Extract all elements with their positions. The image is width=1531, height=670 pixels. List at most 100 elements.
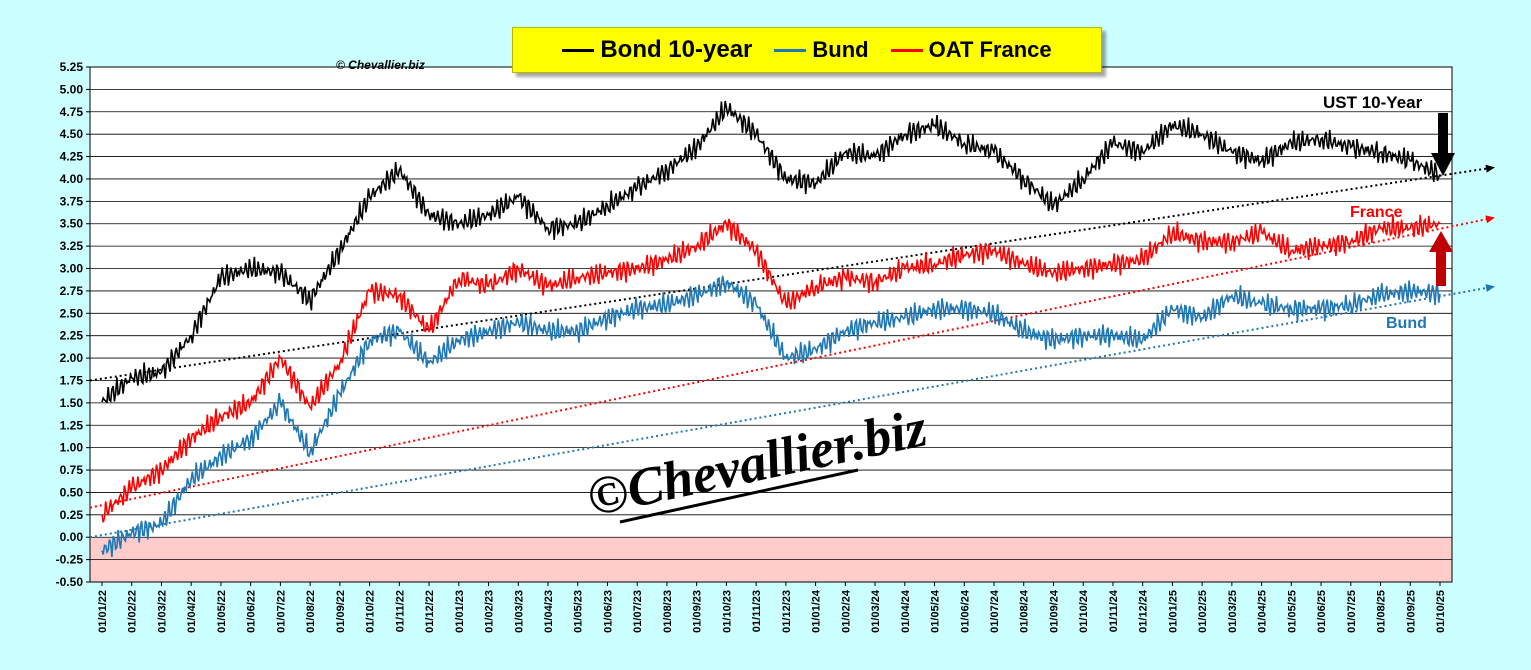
- trendline: [89, 286, 1488, 539]
- x-tick-label: 01/10/22: [365, 590, 377, 633]
- trendline-arrowhead: [1485, 284, 1495, 292]
- x-tick-label: 01/03/23: [513, 590, 525, 633]
- legend-item-oat: OAT France: [890, 37, 1052, 63]
- legend-swatch-oat: [890, 48, 923, 52]
- x-tick-label: 01/10/25: [1435, 590, 1447, 633]
- y-tick-label: 3.00: [60, 262, 84, 276]
- x-tick-label: 01/09/23: [692, 590, 704, 633]
- x-tick-label: 01/07/23: [632, 590, 644, 633]
- y-axis: 5.25 5.00 4.75 4.50 4.25 4.00 3.75 3.50 3.25 3.00…: [56, 60, 90, 589]
- y-tick-label: 5.00: [60, 82, 84, 96]
- arrow-down-icon: [1431, 113, 1455, 176]
- x-tick-label: 01/08/24: [1019, 589, 1031, 633]
- trendlines: [89, 164, 1495, 539]
- x-tick-label: 01/10/23: [721, 590, 733, 633]
- x-tick-label: 01/08/22: [305, 590, 317, 633]
- legend-swatch-bund: [774, 48, 807, 52]
- x-tick-label: 01/04/23: [543, 590, 555, 633]
- x-axis: 01/01/22 01/02/22 01/03/22 01/04/22 01/05/22…: [97, 582, 1447, 633]
- y-tick-label: 1.75: [60, 373, 84, 387]
- annotation-bund: Bund: [1386, 315, 1427, 332]
- x-tick-label: 01/06/25: [1316, 590, 1328, 633]
- y-tick-label: 4.50: [60, 127, 84, 141]
- y-tick-label: 1.00: [60, 441, 84, 455]
- x-tick-label: 01/10/24: [1078, 589, 1090, 633]
- legend-item-us: Bond 10-year: [562, 36, 752, 64]
- legend: Bond 10-year Bund OAT France: [512, 27, 1102, 73]
- y-tick-label: -0.50: [56, 575, 84, 589]
- x-tick-label: 01/01/24: [811, 589, 823, 633]
- trendline-arrowhead: [1485, 164, 1495, 173]
- x-tick-label: 01/11/22: [394, 590, 406, 632]
- x-tick-label: 01/09/22: [335, 590, 347, 633]
- x-tick-label: 01/03/22: [156, 590, 168, 633]
- x-tick-label: 01/02/22: [127, 590, 139, 633]
- series-lines: [101, 100, 1441, 557]
- x-tick-label: 01/01/23: [454, 590, 466, 633]
- arrow-up-icon: [1429, 231, 1453, 286]
- y-tick-label: 0.50: [60, 485, 84, 499]
- legend-label-oat: OAT France: [928, 37, 1052, 62]
- series-line: [101, 214, 1441, 523]
- y-tick-label: 0.00: [60, 530, 84, 544]
- x-tick-label: 01/05/25: [1286, 590, 1298, 633]
- y-tick-label: 3.75: [60, 194, 84, 208]
- x-tick-label: 01/02/24: [840, 589, 852, 633]
- trendline-arrowhead: [1485, 215, 1495, 224]
- y-tick-label: 0.25: [60, 508, 84, 522]
- x-tick-label: 01/02/23: [484, 590, 496, 633]
- grid-lines: [90, 66, 1452, 583]
- trendline: [89, 167, 1488, 382]
- y-tick-label: -0.25: [56, 553, 84, 567]
- x-tick-label: 01/07/24: [989, 589, 1001, 633]
- x-tick-label: 01/12/24: [1138, 589, 1150, 633]
- legend-label-us: Bond 10-year: [600, 36, 753, 63]
- y-tick-label: 2.25: [60, 329, 84, 343]
- x-tick-label: 01/05/24: [930, 589, 942, 633]
- x-tick-label: 01/04/22: [186, 590, 198, 633]
- annotation-ust: UST 10-Year: [1323, 93, 1423, 112]
- x-tick-label: 01/11/24: [1108, 589, 1120, 632]
- series-line: [101, 100, 1441, 404]
- x-tick-label: 01/06/24: [959, 589, 971, 633]
- x-tick-label: 01/04/25: [1257, 590, 1269, 633]
- plot-area: [90, 67, 1452, 582]
- x-tick-label: 01/09/24: [1048, 589, 1060, 633]
- y-tick-label: 2.00: [60, 351, 84, 365]
- y-tick-label: 0.75: [60, 463, 84, 477]
- x-tick-label: 01/05/22: [216, 590, 228, 633]
- x-tick-label: 01/07/25: [1346, 590, 1358, 633]
- annotation-france: France: [1350, 204, 1403, 221]
- series-line: [101, 275, 1441, 557]
- x-tick-label: 01/06/22: [246, 590, 258, 633]
- x-tick-label: 01/03/24: [870, 589, 882, 633]
- y-tick-label: 3.50: [60, 217, 84, 231]
- x-tick-label: 01/01/25: [1167, 590, 1179, 633]
- x-tick-label: 01/08/25: [1376, 590, 1388, 633]
- y-tick-label: 4.00: [60, 172, 84, 186]
- x-tick-label: 01/07/22: [275, 590, 287, 633]
- legend-swatch-us: [562, 48, 595, 52]
- x-tick-label: 01/06/23: [602, 590, 614, 633]
- copyright-label: © Chevallier.biz: [336, 58, 425, 72]
- y-tick-label: 2.50: [60, 306, 84, 320]
- watermark-underline: [619, 468, 859, 524]
- x-tick-label: 01/03/25: [1227, 590, 1239, 633]
- y-tick-label: 1.50: [60, 396, 84, 410]
- y-tick-label: 3.25: [60, 239, 84, 253]
- x-tick-label: 01/05/23: [573, 590, 585, 633]
- y-tick-label: 4.75: [60, 105, 84, 119]
- x-tick-label: 01/08/23: [662, 590, 674, 633]
- legend-item-bund: Bund: [774, 37, 869, 63]
- x-tick-label: 01/12/22: [424, 590, 436, 633]
- y-tick-label: 2.75: [60, 284, 84, 298]
- y-tick-label: 5.25: [60, 60, 84, 74]
- x-tick-label: 01/02/25: [1197, 590, 1209, 633]
- y-tick-label: 4.25: [60, 150, 84, 164]
- x-tick-label: 01/01/22: [97, 590, 109, 633]
- x-tick-label: 01/04/24: [900, 589, 912, 633]
- y-tick-label: 1.25: [60, 418, 84, 432]
- x-tick-label: 01/09/25: [1405, 590, 1417, 633]
- x-tick-label: 01/12/23: [781, 590, 793, 633]
